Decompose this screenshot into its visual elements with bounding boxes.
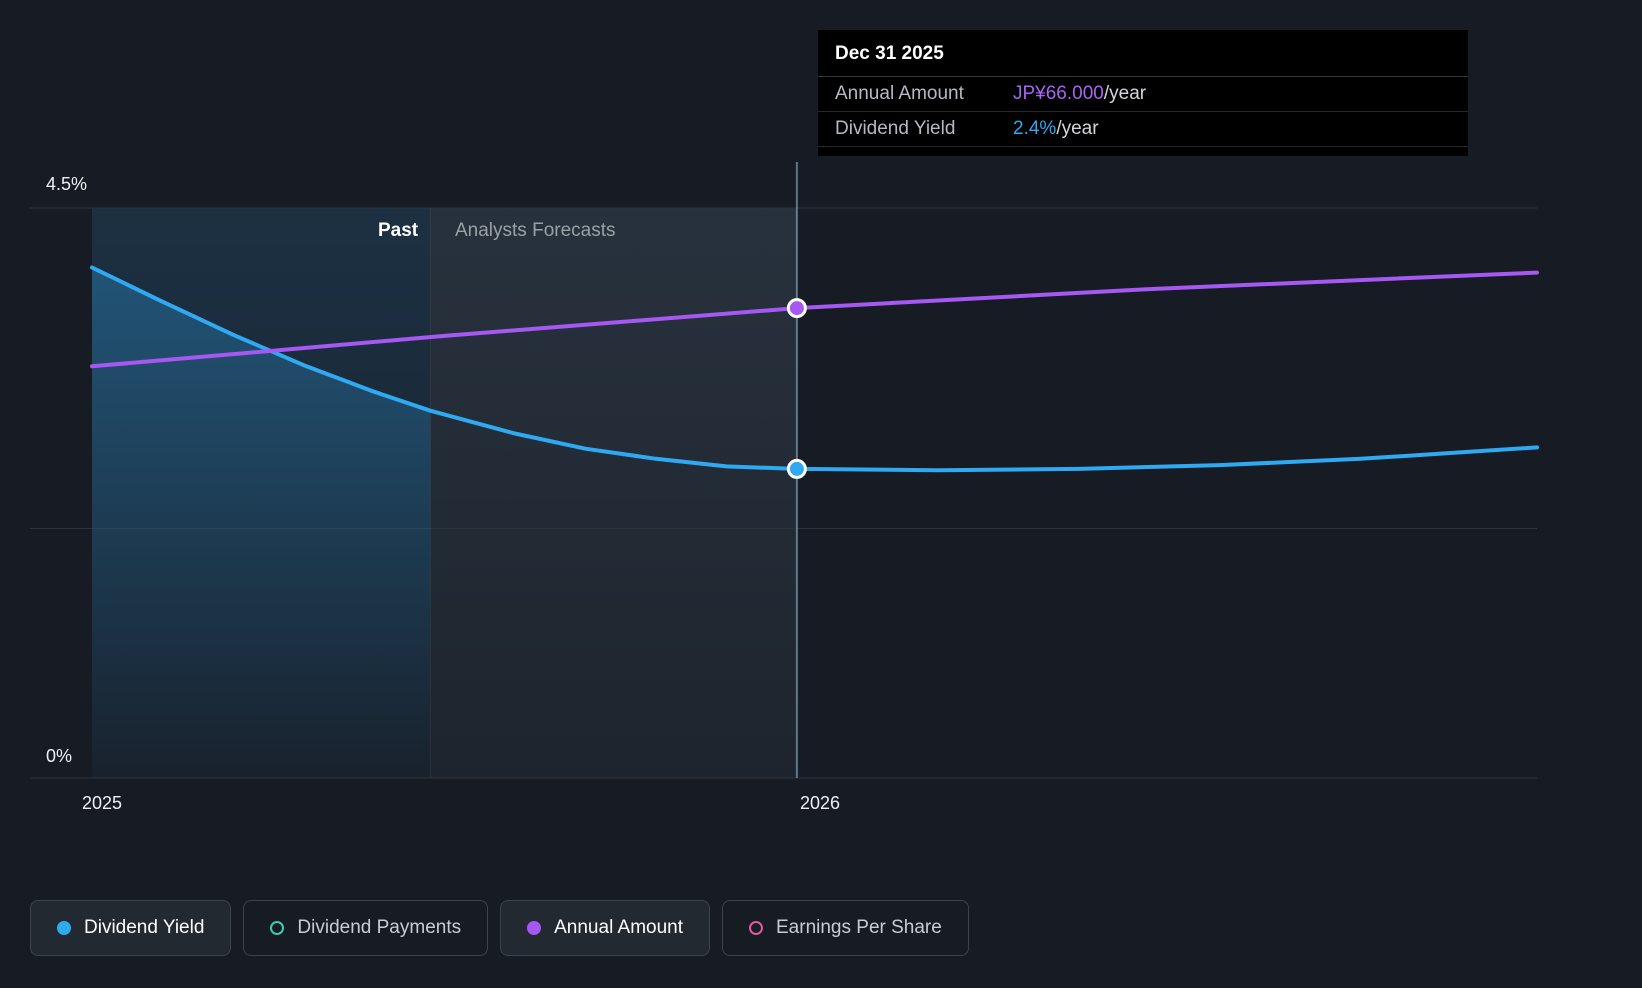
tooltip-annual-amount-label: Annual Amount [835,83,964,104]
legend-dividend-payments-label: Dividend Payments [297,917,462,938]
legend-earnings-per-share-label: Earnings Per Share [776,917,942,938]
tooltip-annual-amount-value: JP¥66.000 [1013,83,1104,104]
tooltip-row-dividend-yield: Dividend Yield 2.4% /year [818,112,1468,147]
annual-amount-dot-icon [527,921,542,935]
tooltip-annual-amount-suffix: /year [1103,83,1147,104]
tooltip-dividend-yield-value: 2.4% [1013,118,1057,139]
tooltip-dividend-yield-label: Dividend Yield [835,118,956,139]
dividend-yield-dot-icon [57,921,71,935]
past-section-label: Past [378,220,419,241]
y-axis-bottom-label: 0% [46,746,73,766]
tooltip-dividend-yield-suffix: /year [1056,118,1099,139]
tooltip-date: Dec 31 2025 [818,30,1468,77]
x-tick-2026: 2026 [799,793,841,813]
legend-earnings-per-share-button[interactable]: Earnings Per Share [722,900,969,956]
legend-dividend-yield-label: Dividend Yield [84,917,205,938]
x-tick-2025: 2025 [81,793,123,813]
y-axis-top-label: 4.5% [46,174,88,194]
legend-dividend-payments-button[interactable]: Dividend Payments [243,900,489,956]
chart-legend: Dividend Yield Dividend Payments Annual … [30,900,969,956]
legend-annual-amount-label: Annual Amount [554,917,683,938]
dividend-payments-dot-icon [270,921,285,935]
chart-tooltip: Dec 31 2025 Annual Amount JP¥66.000 /yea… [818,30,1468,156]
analysts-forecasts-section-label: Analysts Forecasts [455,220,616,241]
tooltip-row-annual-amount: Annual Amount JP¥66.000 /year [818,77,1468,112]
legend-dividend-yield-button[interactable]: Dividend Yield [30,900,232,956]
earnings-per-share-dot-icon [749,921,763,935]
legend-annual-amount-button[interactable]: Annual Amount [500,900,710,956]
